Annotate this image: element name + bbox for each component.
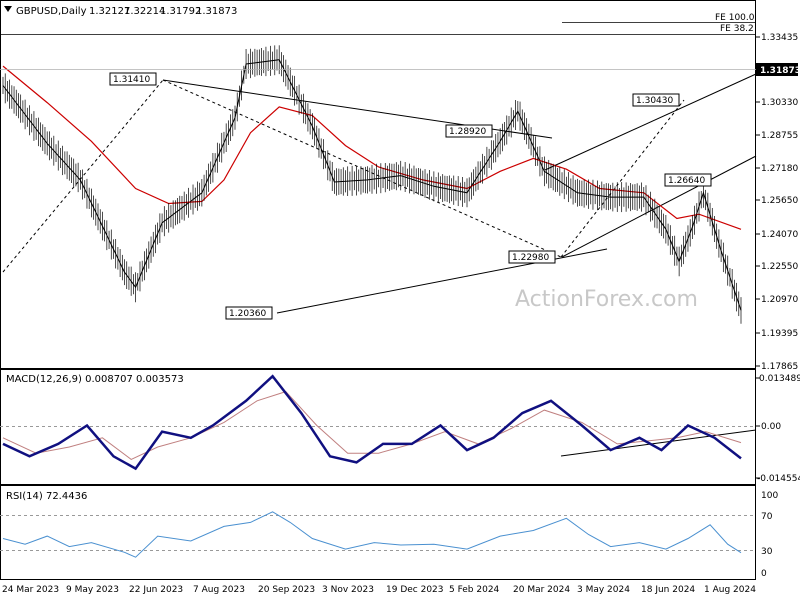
close-value: 1.31873 — [196, 6, 237, 17]
time-axis: 24 Mar 2023 9 May 2023 22 Jun 2023 7 Aug… — [2, 585, 756, 595]
x-tick: 9 May 2023 — [66, 585, 119, 595]
label-1-31410[interactable]: 1.31410 — [109, 72, 157, 86]
macd-line — [2, 374, 742, 471]
macd-signal-line — [2, 391, 742, 460]
macd-title: MACD(12,26,9) 0.008707 0.003573 — [6, 374, 184, 385]
label-1-22980[interactable]: 1.22980 — [508, 250, 556, 264]
label-1-31410-text: 1.31410 — [113, 75, 150, 85]
macd-tick: -0.014554 — [757, 474, 800, 484]
high-value: 1.32214 — [124, 6, 165, 17]
rsi-axis: 100 70 30 0 — [761, 491, 778, 579]
fe-100-label: FE 100.0 — [715, 13, 755, 23]
symbol-label: GBPUSD,Daily — [16, 6, 87, 17]
label-1-20360[interactable]: 1.20360 — [225, 306, 273, 320]
x-tick: 7 Aug 2023 — [193, 585, 245, 595]
fe-38-label: FE 38.2 — [720, 24, 754, 34]
price-tick: 1.30330 — [761, 98, 798, 108]
open-value: 1.32127 — [89, 6, 130, 17]
price-tick: 1.19395 — [761, 329, 798, 339]
x-tick: 24 Mar 2023 — [2, 585, 59, 595]
label-1-30430-text: 1.30430 — [636, 96, 673, 106]
price-header: GBPUSD,Daily 1.32127 1.32214 1.31792 1.3… — [4, 6, 237, 17]
x-tick: 3 Nov 2023 — [322, 585, 374, 595]
x-tick: 3 May 2024 — [577, 585, 630, 595]
x-tick: 22 Jun 2023 — [129, 585, 183, 595]
x-tick: 20 Sep 2023 — [258, 585, 315, 595]
macd-tick: 0.00 — [761, 422, 781, 432]
x-tick: 5 Feb 2024 — [449, 585, 500, 595]
watermark: ActionForex.com — [515, 287, 698, 312]
channel-upper[interactable] — [544, 73, 757, 171]
rsi-tick: 100 — [761, 491, 778, 501]
current-price-label: 1.31873 — [760, 66, 800, 76]
low-value: 1.31792 — [160, 6, 201, 17]
macd-trendline[interactable] — [560, 429, 757, 457]
price-tick: 1.22550 — [761, 262, 798, 272]
macd-tick: 0.013489 — [759, 374, 800, 384]
price-tick: 1.25650 — [761, 196, 798, 206]
rsi-line — [2, 511, 742, 558]
price-bars — [2, 45, 742, 324]
dashed-down[interactable] — [162, 79, 562, 258]
rsi-tick: 70 — [761, 512, 773, 522]
rsi-panel-frame — [0, 485, 756, 580]
x-tick: 18 Jun 2024 — [641, 585, 695, 595]
price-tick: 1.28755 — [761, 131, 798, 141]
current-price-box — [756, 63, 798, 76]
label-1-20360-text: 1.20360 — [229, 309, 266, 319]
label-1-28920[interactable]: 1.28920 — [445, 124, 493, 138]
collapse-icon[interactable] — [4, 6, 12, 12]
label-1-26640-text: 1.26640 — [668, 176, 705, 186]
rsi-tick: 30 — [761, 547, 773, 557]
price-panel-frame — [0, 0, 756, 369]
x-tick: 20 Mar 2024 — [513, 585, 570, 595]
x-tick: 19 Dec 2023 — [386, 585, 444, 595]
rsi-title: RSI(14) 72.4436 — [6, 491, 87, 502]
price-tick: 1.27180 — [761, 164, 798, 174]
label-1-26640[interactable]: 1.26640 — [664, 173, 712, 187]
label-1-28920-text: 1.28920 — [449, 127, 486, 137]
rsi-tick: 0 — [761, 569, 767, 579]
price-axis: 1.33435 1.30330 1.28755 1.27180 1.25650 … — [756, 33, 798, 372]
x-tick: 1 Aug 2024 — [704, 585, 756, 595]
label-1-22980-text: 1.22980 — [512, 253, 549, 263]
label-1-30430[interactable]: 1.30430 — [632, 93, 680, 107]
price-tick: 1.20970 — [761, 295, 798, 305]
price-tick: 1.33435 — [761, 33, 798, 43]
price-tick: 1.17865 — [761, 362, 798, 372]
macd-axis: 0.013489 0.00 -0.014554 — [756, 374, 800, 484]
price-tick: 1.24070 — [761, 230, 798, 240]
